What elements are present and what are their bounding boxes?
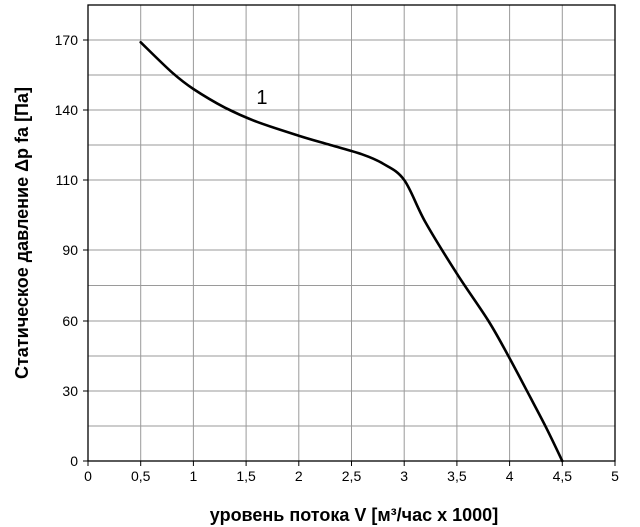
y-tick-label: 60 (62, 313, 78, 329)
grid (87, 4, 616, 462)
x-tick-label: 2,5 (342, 468, 362, 484)
y-axis-title: Статическое давление Δp fa [Па] (12, 87, 32, 379)
x-tick-label: 4 (506, 468, 514, 484)
x-tick-label: 0 (84, 468, 92, 484)
y-tick-label: 30 (62, 383, 78, 399)
y-tick-label: 0 (70, 453, 78, 469)
x-tick-label: 1,5 (236, 468, 256, 484)
x-tick-label: 3 (400, 468, 408, 484)
series: 1 (139, 41, 564, 463)
y-tick-label: 110 (56, 172, 79, 188)
x-tick-label: 3,5 (447, 468, 467, 484)
x-tick-label: 5 (611, 468, 619, 484)
axis-ticks: 0 0,5 1 1,5 2 2,5 3 3,5 4 4,5 5 0 30 60 90 110 140 170 (55, 32, 619, 484)
series-label: 1 (256, 87, 267, 109)
series-line-1 (139, 41, 564, 463)
y-tick-label: 90 (62, 242, 78, 258)
x-tick-label: 1 (190, 468, 198, 484)
y-tick-label: 170 (55, 32, 79, 48)
x-tick-label: 0,5 (131, 468, 151, 484)
x-tick-label: 4,5 (553, 468, 573, 484)
y-tick-label: 140 (55, 102, 79, 118)
x-axis-title: уровень потока V [м³/час x 1000] (210, 505, 498, 525)
x-tick-label: 2 (295, 468, 303, 484)
